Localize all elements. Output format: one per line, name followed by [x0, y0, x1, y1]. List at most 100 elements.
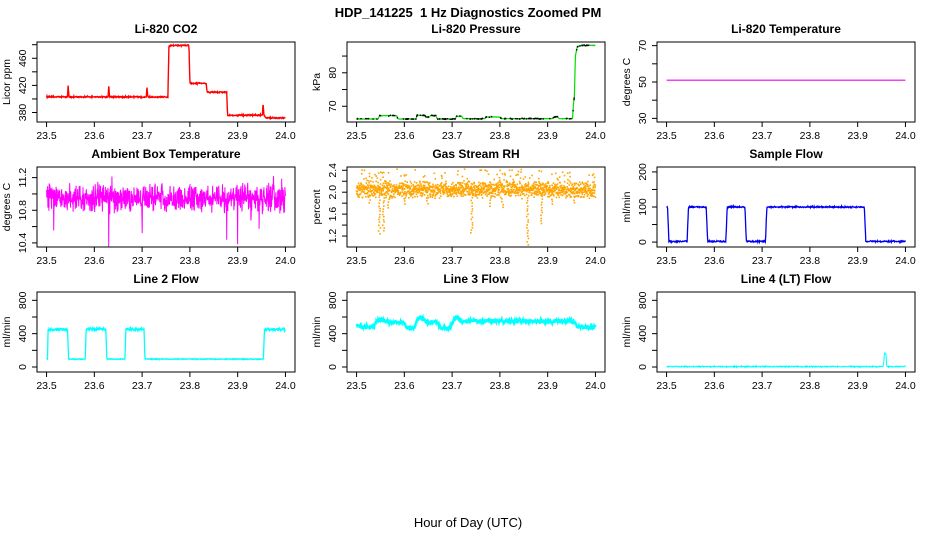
- y-tick-label: 1.6: [327, 207, 339, 222]
- x-tick-label: 23.6: [704, 255, 725, 267]
- chart-title: Line 2 Flow: [133, 272, 199, 286]
- chart-svg: Li-820 Pressure 23.5 23.6 23.7 23.8 23.9 24.0 7…: [311, 22, 606, 142]
- y-tick-label: 11.2: [17, 168, 29, 188]
- chart-svg: Line 3 Flow 23.5 23.6 23.7 23.8 23.9 24.0 0 400 8…: [311, 272, 606, 392]
- chart-panel-sample-flow: Sample Flow 23.5 23.6 23.7 23.8 23.9 24.0 0 100 2…: [620, 143, 936, 268]
- y-tick-label: 200: [637, 163, 649, 181]
- x-tick-label: 23.6: [84, 380, 105, 392]
- chart-svg: Ambient Box Temperature 23.5 23.6 23.7 23.8 2…: [1, 147, 296, 267]
- chart-panel-li-820-co2: Li-820 CO2 23.5 23.6 23.7 23.8 23.9 24.0 380 420…: [0, 18, 316, 143]
- x-tick-label: 23.7: [132, 380, 153, 392]
- x-tick-label: 23.5: [36, 130, 57, 142]
- series-line: [666, 203, 906, 245]
- x-tick-label: 23.5: [656, 255, 677, 267]
- y-axis-label: ml/min: [621, 316, 633, 347]
- chart-title: Ambient Box Temperature: [91, 147, 240, 161]
- y-tick-label: 1.2: [327, 229, 339, 244]
- y-tick-label: 460: [17, 49, 29, 67]
- y-tick-label: 0: [17, 364, 29, 370]
- series-points: [355, 168, 597, 246]
- x-tick-label: 23.8: [180, 130, 201, 142]
- x-tick-label: 23.9: [227, 130, 248, 142]
- y-tick-label: 30: [637, 112, 649, 124]
- y-axis-label: kPa: [311, 73, 323, 91]
- x-tick-label: 23.8: [180, 380, 201, 392]
- y-axis-label: percent: [311, 189, 323, 224]
- y-tick-label: 400: [637, 325, 649, 343]
- x-tick-label: 23.9: [847, 380, 868, 392]
- chart-svg: Sample Flow 23.5 23.6 23.7 23.8 23.9 24.0 0 100 2…: [621, 147, 916, 267]
- x-tick-label: 23.5: [656, 130, 677, 142]
- chart-title: Li-820 CO2: [135, 22, 198, 36]
- x-tick-label: 23.7: [442, 380, 463, 392]
- x-tick-label: 23.5: [36, 380, 57, 392]
- chart-title: Li-820 Pressure: [431, 22, 521, 36]
- y-tick-label: 100: [637, 198, 649, 216]
- plot-box: [36, 166, 296, 248]
- y-axis-label: ml/min: [311, 316, 323, 347]
- y-axis-label: ml/min: [1, 316, 13, 347]
- chart-svg: Li-820 Temperature 23.5 23.6 23.7 23.8 23.9 24…: [621, 22, 916, 142]
- plot-box: [346, 166, 606, 248]
- series-line: [46, 176, 286, 247]
- x-tick-label: 23.9: [537, 130, 558, 142]
- plot-box: [36, 41, 296, 123]
- y-tick-label: 800: [637, 291, 649, 309]
- x-tick-label: 23.6: [394, 380, 415, 392]
- y-tick-label: 0: [637, 364, 649, 370]
- x-tick-label: 23.6: [394, 255, 415, 267]
- y-tick-label: 2.0: [327, 185, 339, 200]
- y-axis-label: Licor ppm: [1, 59, 13, 105]
- chart-title: Gas Stream RH: [432, 147, 519, 161]
- x-tick-label: 24.0: [895, 255, 916, 267]
- x-tick-label: 23.7: [442, 255, 463, 267]
- x-tick-label: 23.8: [800, 130, 821, 142]
- y-tick-label: 70: [637, 40, 649, 52]
- x-tick-label: 23.6: [704, 380, 725, 392]
- x-tick-label: 23.9: [227, 380, 248, 392]
- x-tick-label: 23.9: [537, 255, 558, 267]
- y-tick-label: 2.4: [327, 163, 339, 178]
- y-tick-label: 10.8: [17, 200, 29, 221]
- x-tick-label: 23.6: [394, 130, 415, 142]
- y-tick-label: 800: [327, 291, 339, 309]
- plot-box: [36, 291, 296, 373]
- x-tick-label: 24.0: [275, 255, 296, 267]
- chart-title: Sample Flow: [749, 147, 823, 161]
- x-tick-label: 23.8: [490, 255, 511, 267]
- plot-box: [656, 41, 916, 123]
- x-tick-label: 24.0: [585, 255, 606, 267]
- chart-panel-line-3-flow: Line 3 Flow 23.5 23.6 23.7 23.8 23.9 24.0 0 400 8…: [310, 268, 626, 393]
- x-tick-label: 23.7: [752, 380, 773, 392]
- y-tick-label: 10.4: [17, 233, 29, 254]
- x-tick-label: 23.6: [704, 130, 725, 142]
- y-tick-label: 380: [17, 104, 29, 122]
- x-tick-label: 24.0: [585, 380, 606, 392]
- y-tick-label: 70: [327, 100, 339, 112]
- x-tick-label: 23.8: [180, 255, 201, 267]
- figure-title: HDP_141225 1 Hz Diagnostics Zoomed PM: [334, 5, 602, 20]
- chart-title: Line 4 (LT) Flow: [741, 272, 832, 286]
- plot-box: [656, 291, 916, 373]
- x-tick-label: 23.7: [132, 130, 153, 142]
- x-tick-label: 23.8: [490, 130, 511, 142]
- chart-panel-line-2-flow: Line 2 Flow 23.5 23.6 23.7 23.8 23.9 24.0 0 400 8…: [0, 268, 316, 393]
- y-tick-label: 0: [637, 239, 649, 245]
- x-tick-label: 23.8: [800, 255, 821, 267]
- y-axis-label: ml/min: [621, 191, 633, 222]
- y-tick-label: 50: [637, 76, 649, 88]
- x-tick-label: 23.6: [84, 255, 105, 267]
- series-line: [45, 43, 286, 121]
- x-tick-label: 24.0: [275, 130, 296, 142]
- chart-svg: Line 2 Flow 23.5 23.6 23.7 23.8 23.9 24.0 0 400 8…: [1, 272, 296, 392]
- x-tick-label: 24.0: [895, 380, 916, 392]
- x-tick-label: 23.9: [847, 130, 868, 142]
- x-tick-label: 23.7: [442, 130, 463, 142]
- x-tick-label: 23.5: [346, 130, 367, 142]
- x-tick-label: 23.6: [84, 130, 105, 142]
- series-line: [355, 313, 597, 333]
- x-tick-label: 23.5: [656, 380, 677, 392]
- x-tick-label: 24.0: [275, 380, 296, 392]
- chart-panel-line-4-lt-flow: Line 4 (LT) Flow 23.5 23.6 23.7 23.8 23.9 24.0…: [620, 268, 936, 393]
